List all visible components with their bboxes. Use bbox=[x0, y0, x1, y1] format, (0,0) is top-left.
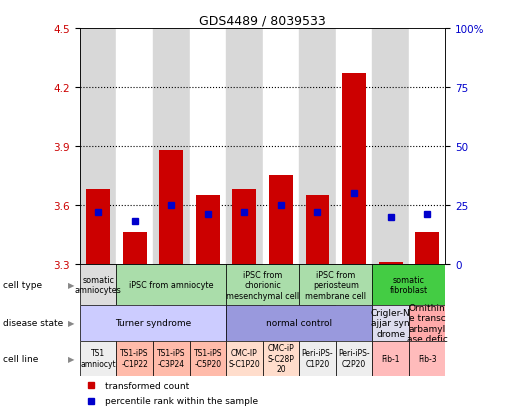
Bar bbox=[153, 306, 190, 341]
Text: CMC-iP
S-C28P
20: CMC-iP S-C28P 20 bbox=[267, 344, 295, 373]
Bar bbox=[372, 306, 409, 341]
Bar bbox=[336, 341, 372, 376]
Title: GDS4489 / 8039533: GDS4489 / 8039533 bbox=[199, 15, 326, 28]
Bar bbox=[263, 264, 299, 306]
Bar bbox=[226, 29, 263, 264]
Bar bbox=[263, 341, 299, 376]
Text: cell type: cell type bbox=[3, 280, 42, 290]
Bar bbox=[263, 29, 299, 264]
Text: Fib-3: Fib-3 bbox=[418, 354, 437, 363]
Text: ▶: ▶ bbox=[68, 280, 75, 290]
Bar bbox=[336, 341, 372, 376]
Bar bbox=[226, 306, 263, 341]
Text: ▶: ▶ bbox=[68, 354, 75, 363]
Bar bbox=[336, 264, 372, 306]
Bar bbox=[336, 29, 372, 264]
Text: TS1-iPS
-C5P20: TS1-iPS -C5P20 bbox=[194, 349, 222, 368]
Text: cell line: cell line bbox=[3, 354, 38, 363]
Bar bbox=[409, 341, 445, 376]
Bar bbox=[409, 306, 445, 341]
Bar bbox=[379, 262, 403, 264]
Text: transformed count: transformed count bbox=[106, 381, 190, 389]
Bar bbox=[372, 306, 409, 341]
Bar bbox=[409, 306, 445, 341]
Bar bbox=[372, 341, 409, 376]
Text: normal control: normal control bbox=[266, 319, 332, 328]
Bar bbox=[226, 264, 299, 306]
Bar bbox=[232, 190, 256, 264]
Bar bbox=[409, 29, 445, 264]
Bar bbox=[299, 341, 336, 376]
Bar bbox=[299, 341, 336, 376]
Text: TS1-iPS
-C1P22: TS1-iPS -C1P22 bbox=[121, 349, 149, 368]
Bar bbox=[299, 264, 336, 306]
Bar bbox=[190, 306, 226, 341]
Text: somatic
amniocytes: somatic amniocytes bbox=[75, 275, 122, 294]
Bar bbox=[190, 341, 226, 376]
Bar bbox=[116, 306, 153, 341]
Bar bbox=[80, 341, 116, 376]
Bar bbox=[226, 306, 372, 341]
Bar bbox=[409, 341, 445, 376]
Bar bbox=[372, 264, 445, 306]
Bar bbox=[190, 264, 226, 306]
Text: TS1
amniocyt: TS1 amniocyt bbox=[80, 349, 116, 368]
Text: Crigler-N
ajjar syn
drome: Crigler-N ajjar syn drome bbox=[371, 309, 410, 338]
Bar bbox=[372, 341, 409, 376]
Text: percentile rank within the sample: percentile rank within the sample bbox=[106, 396, 259, 405]
Bar bbox=[409, 264, 445, 306]
Bar bbox=[342, 74, 366, 264]
Text: Peri-iPS-
C1P20: Peri-iPS- C1P20 bbox=[302, 349, 333, 368]
Bar bbox=[415, 233, 439, 264]
Bar bbox=[116, 341, 153, 376]
Bar bbox=[305, 196, 330, 264]
Bar bbox=[299, 264, 372, 306]
Bar bbox=[336, 306, 372, 341]
Bar bbox=[190, 29, 226, 264]
Bar bbox=[116, 341, 153, 376]
Text: iPSC from
periosteum
membrane cell: iPSC from periosteum membrane cell bbox=[305, 270, 366, 300]
Bar bbox=[80, 264, 116, 306]
Text: ▶: ▶ bbox=[68, 319, 75, 328]
Bar bbox=[159, 150, 183, 264]
Bar bbox=[123, 233, 147, 264]
Text: somatic
fibroblast: somatic fibroblast bbox=[390, 275, 428, 294]
Bar bbox=[226, 264, 263, 306]
Bar bbox=[86, 190, 110, 264]
Bar bbox=[116, 264, 153, 306]
Text: Fib-1: Fib-1 bbox=[382, 354, 400, 363]
Bar bbox=[226, 341, 263, 376]
Bar bbox=[299, 29, 336, 264]
Bar bbox=[196, 196, 220, 264]
Bar bbox=[116, 264, 226, 306]
Bar bbox=[116, 29, 153, 264]
Bar bbox=[153, 29, 190, 264]
Text: TS1-iPS
-C3P24: TS1-iPS -C3P24 bbox=[157, 349, 185, 368]
Text: iPSC from
chorionic
mesenchymal cell: iPSC from chorionic mesenchymal cell bbox=[226, 270, 299, 300]
Bar bbox=[80, 29, 116, 264]
Bar bbox=[372, 29, 409, 264]
Bar bbox=[269, 176, 293, 264]
Bar bbox=[153, 341, 190, 376]
Bar bbox=[372, 264, 409, 306]
Bar bbox=[299, 306, 336, 341]
Bar bbox=[153, 264, 190, 306]
Bar bbox=[80, 306, 226, 341]
Bar bbox=[190, 341, 226, 376]
Text: disease state: disease state bbox=[3, 319, 63, 328]
Bar bbox=[263, 341, 299, 376]
Text: Turner syndrome: Turner syndrome bbox=[115, 319, 191, 328]
Bar bbox=[263, 306, 299, 341]
Bar bbox=[226, 341, 263, 376]
Text: Ornithin
e transc
arbamyl
ase defic: Ornithin e transc arbamyl ase defic bbox=[407, 303, 448, 343]
Bar bbox=[80, 341, 116, 376]
Text: Peri-iPS-
C2P20: Peri-iPS- C2P20 bbox=[338, 349, 370, 368]
Bar bbox=[80, 306, 116, 341]
Text: iPSC from amniocyte: iPSC from amniocyte bbox=[129, 280, 214, 290]
Text: CMC-IP
S-C1P20: CMC-IP S-C1P20 bbox=[229, 349, 260, 368]
Bar bbox=[80, 264, 116, 306]
Bar bbox=[153, 341, 190, 376]
